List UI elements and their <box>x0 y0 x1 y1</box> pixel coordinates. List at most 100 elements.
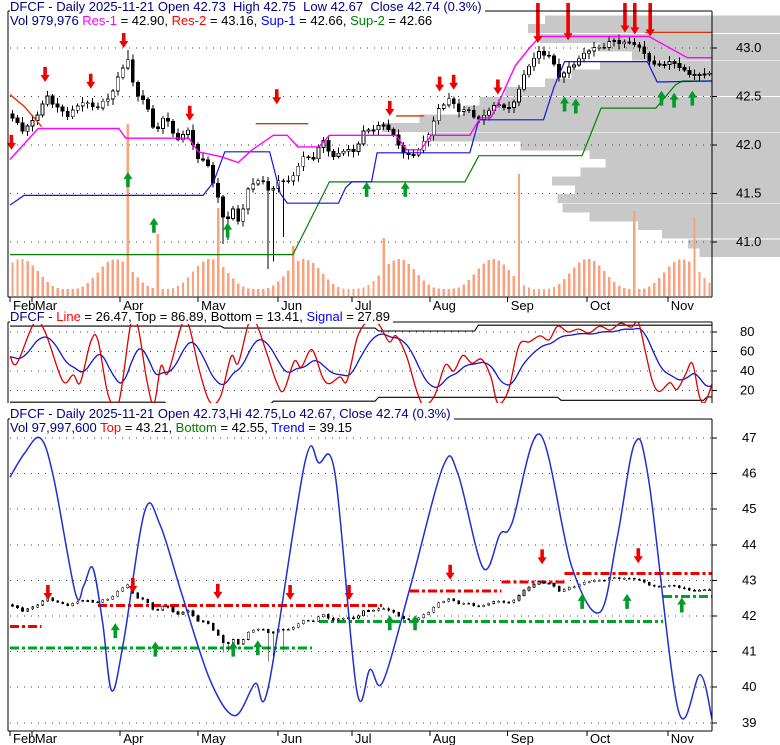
axis-label: 42.5 <box>736 89 761 104</box>
h-top2-seg-6: = 42.66, <box>295 13 351 28</box>
level-dashes <box>10 571 712 650</box>
axis-label: 39 <box>742 715 756 730</box>
h-bot2-seg-1: Top <box>100 420 122 435</box>
sell-arrow <box>385 100 395 116</box>
sell-arrow <box>537 549 547 565</box>
axis-label: Feb <box>13 298 35 313</box>
axis-label: 44 <box>742 537 756 552</box>
axis-label: Oct <box>590 731 611 745</box>
sell-arrow <box>620 3 630 33</box>
oscillator-lines <box>9 322 713 403</box>
axis-label: 46 <box>742 466 756 481</box>
sell-arrow <box>119 33 129 48</box>
axis-labels: 43.0 42.5 42.0 41.5 41.0 80 60 40 20 47 46 45 44 43 42… <box>712 40 761 730</box>
axis-label: 40 <box>742 679 756 694</box>
volume-profile <box>382 15 780 258</box>
bottom-panel-legend: Vol 97,997,600 Top = 43.21, Bottom = 42.… <box>10 420 356 435</box>
sell-arrow <box>645 3 655 37</box>
sell-arrow <box>449 74 459 90</box>
axis-label: Feb <box>13 731 35 745</box>
buy-arrow <box>110 623 120 639</box>
axis-label: 42 <box>742 608 756 623</box>
sell-arrow <box>533 3 543 44</box>
h-top2-seg-3: Res-2 <box>171 13 207 28</box>
h-bot2-seg-6: = 39.15 <box>304 420 353 435</box>
h-mid-seg-0: DFCF - <box>10 309 57 324</box>
axis-label: 60 <box>740 344 754 359</box>
sr-lines <box>9 31 713 256</box>
buy-arrow <box>571 98 581 114</box>
axis-label: 45 <box>742 501 756 516</box>
axis-label: Mar <box>35 298 58 313</box>
buy-arrow <box>687 90 697 106</box>
sell-arrow <box>285 584 295 600</box>
buy-arrow <box>400 181 410 197</box>
buy-arrow <box>622 593 632 609</box>
h-bot2-seg-3: Bottom <box>175 420 217 435</box>
candles-group <box>10 34 712 270</box>
axis-label: Jun <box>281 298 302 313</box>
sell-arrow <box>344 584 354 600</box>
axis-label: Aug <box>433 298 456 313</box>
axis-label: Sep <box>511 298 534 313</box>
buy-arrow <box>362 181 372 197</box>
h-mid-seg-7: Signal <box>306 309 343 324</box>
axis-label: 43 <box>742 572 756 587</box>
top-gridlines <box>10 47 712 243</box>
top-panel-legend: Vol 979,976 Res-1 = 42.90, Res-2 = 43.16… <box>10 13 436 28</box>
axis-label: 20 <box>740 383 754 398</box>
buy-arrow <box>656 90 666 106</box>
top-panel-title: DFCF - Daily 2025-11-21 Open 42.73 High … <box>10 0 485 14</box>
sell-arrow <box>563 3 573 41</box>
axis-label: Aug <box>433 731 456 745</box>
axis-label: Apr <box>123 731 144 745</box>
sell-arrow <box>6 134 16 150</box>
sell-arrow <box>213 583 223 599</box>
h-top2-seg-5: Sup-1 <box>260 13 296 28</box>
axis-label: May <box>201 731 226 745</box>
sell-arrow <box>493 79 503 95</box>
h-top2-seg-8: = 42.66 <box>384 13 433 28</box>
h-bot2-seg-4: = 42.55, <box>216 420 272 435</box>
h-bot2-seg-5: Trend <box>271 420 305 435</box>
h-mid-seg-8: = 27.89 <box>342 309 390 324</box>
sell-arrow <box>40 66 50 82</box>
axis-label: 41.5 <box>736 186 761 201</box>
sell-arrow <box>445 564 455 580</box>
h-mid-seg-6: = 13.41, <box>251 309 307 324</box>
sell-arrow <box>633 548 643 564</box>
h-bot2-seg-2: = 43.21, <box>121 420 176 435</box>
h-mid-seg-3: Top <box>135 309 157 324</box>
h-top2-seg-7: Sup-2 <box>350 13 385 28</box>
sell-arrow <box>43 584 53 600</box>
buy-arrow <box>385 615 395 631</box>
axis-label: Jul <box>355 298 372 313</box>
axis-label: Apr <box>123 298 144 313</box>
axis-label: Jul <box>355 731 372 745</box>
buy-arrow <box>253 640 263 656</box>
bottom-arrows <box>43 548 687 657</box>
axis-label: Oct <box>590 298 611 313</box>
month-axes: FebFebMarMarAprAprMayMayJunJunJulJulAugA… <box>9 297 695 745</box>
axis-label: 80 <box>740 324 754 339</box>
bottom-gridlines <box>10 437 712 724</box>
buy-arrow <box>410 615 420 631</box>
sell-arrow <box>272 89 282 105</box>
axis-label: Mar <box>35 731 58 745</box>
h-bot2-seg-0: Vol 97,997,600 <box>10 420 101 435</box>
h-mid-seg-5: Bottom <box>210 309 252 324</box>
middle-gridlines <box>10 331 712 391</box>
buy-arrow <box>223 222 233 238</box>
h-mid-seg-2: = 26.47, <box>80 309 136 324</box>
buy-arrow <box>150 641 160 657</box>
trend-line <box>9 433 713 720</box>
volume-bars <box>11 124 711 296</box>
buy-arrow <box>228 641 238 657</box>
top-arrows <box>6 2 697 238</box>
axis-label: 43.0 <box>736 40 761 55</box>
axis-label: Nov <box>671 731 695 745</box>
h-top2-seg-1: Res-1 <box>82 13 117 28</box>
axis-label: 42.0 <box>736 137 761 152</box>
buy-arrow <box>577 593 587 609</box>
axis-label: 40 <box>740 363 754 378</box>
